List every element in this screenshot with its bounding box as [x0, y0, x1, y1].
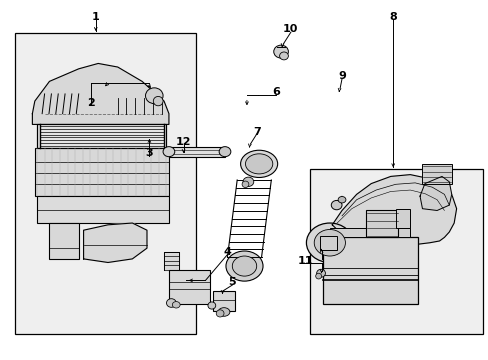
- Bar: [168, 270, 210, 304]
- Bar: [329, 228, 409, 237]
- Ellipse shape: [153, 96, 163, 106]
- Polygon shape: [419, 176, 451, 211]
- Text: 3: 3: [145, 148, 153, 158]
- Ellipse shape: [166, 299, 176, 307]
- Bar: [212, 291, 234, 311]
- Polygon shape: [331, 175, 456, 246]
- Bar: [366, 211, 397, 237]
- Ellipse shape: [330, 201, 341, 210]
- Bar: [395, 209, 409, 228]
- Bar: [310, 169, 483, 334]
- Ellipse shape: [240, 150, 277, 177]
- Ellipse shape: [279, 52, 288, 60]
- Text: 10: 10: [283, 24, 298, 35]
- Polygon shape: [163, 252, 178, 270]
- Bar: [322, 237, 417, 304]
- Ellipse shape: [218, 308, 229, 316]
- Bar: [320, 235, 336, 250]
- Ellipse shape: [232, 256, 256, 276]
- Bar: [422, 164, 451, 184]
- Ellipse shape: [337, 197, 345, 203]
- Text: 12: 12: [176, 138, 191, 147]
- Text: 5: 5: [228, 277, 236, 287]
- Bar: [37, 196, 168, 223]
- Text: 8: 8: [388, 12, 396, 22]
- Polygon shape: [83, 223, 147, 262]
- Ellipse shape: [273, 45, 288, 58]
- Text: 2: 2: [87, 98, 95, 108]
- Bar: [37, 125, 166, 148]
- Ellipse shape: [242, 181, 248, 188]
- Ellipse shape: [316, 269, 325, 277]
- Text: 6: 6: [272, 87, 280, 97]
- Ellipse shape: [207, 302, 215, 309]
- Text: 9: 9: [337, 71, 345, 81]
- Bar: [37, 125, 166, 148]
- Polygon shape: [32, 63, 168, 125]
- Ellipse shape: [225, 251, 263, 281]
- Text: 7: 7: [252, 127, 260, 136]
- Ellipse shape: [216, 310, 224, 317]
- Text: 4: 4: [223, 247, 231, 257]
- Ellipse shape: [315, 273, 321, 279]
- Text: 11: 11: [297, 256, 312, 266]
- Bar: [49, 223, 79, 259]
- Ellipse shape: [219, 147, 230, 157]
- Ellipse shape: [306, 223, 352, 262]
- Ellipse shape: [145, 88, 163, 104]
- Ellipse shape: [243, 177, 253, 186]
- Bar: [168, 147, 224, 157]
- Bar: [35, 148, 168, 196]
- Ellipse shape: [172, 302, 180, 308]
- Ellipse shape: [245, 154, 272, 174]
- Ellipse shape: [163, 147, 174, 157]
- Ellipse shape: [314, 229, 345, 256]
- Bar: [15, 33, 195, 334]
- Text: 1: 1: [92, 12, 100, 22]
